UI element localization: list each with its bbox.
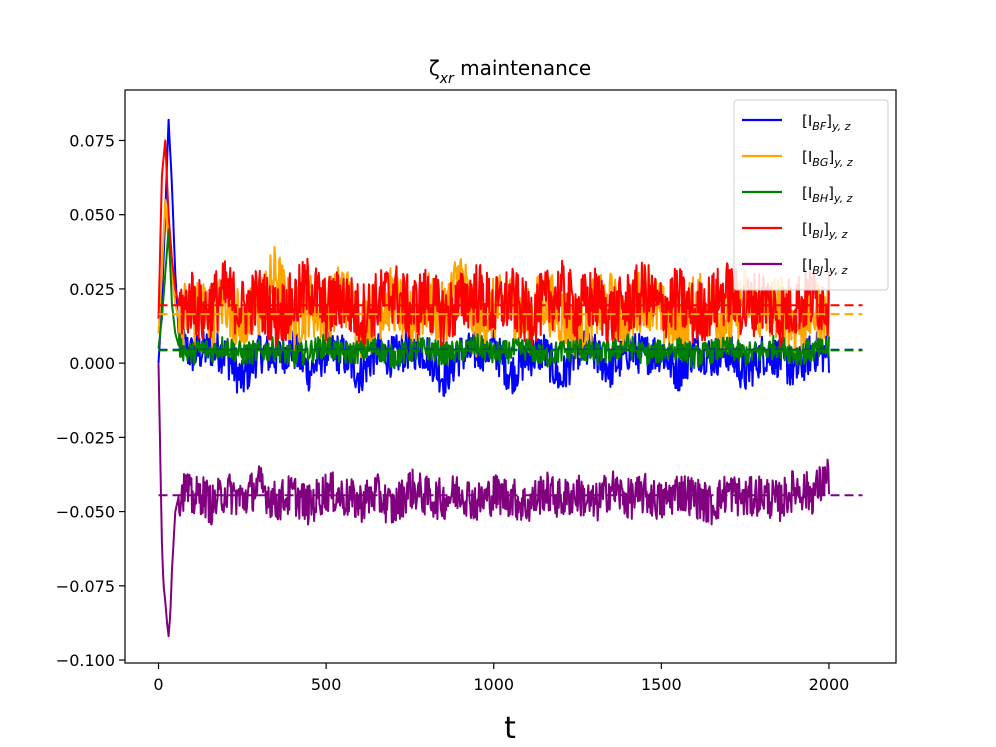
x-tick-label: 1000 [473, 675, 514, 694]
series-line-bi [157, 139, 830, 348]
y-tick-label: −0.100 [56, 651, 115, 670]
x-axis: 0 500 1000 1500 2000 [153, 663, 849, 694]
x-tick-label: 2000 [809, 675, 850, 694]
x-tick-label: 500 [311, 675, 342, 694]
series-layer [157, 118, 830, 638]
x-axis-label: t [504, 711, 516, 746]
legend-label-bf: [IBF]y, z [802, 112, 851, 133]
x-tick-label: 1500 [641, 675, 682, 694]
y-axis: −0.100 −0.075 −0.050 −0.025 0.000 0.025 0.050 0… [56, 131, 125, 670]
y-tick-label: 0.025 [69, 280, 115, 299]
mean-lines [158, 304, 863, 497]
series-line-bh [157, 228, 830, 370]
y-tick-label: −0.050 [56, 503, 115, 522]
legend-label-bg: [IBG]y, z [802, 148, 853, 169]
legend-label-bi: [IBI]y, z [802, 220, 848, 241]
legend-label-bh: [IBH]y, z [802, 184, 853, 205]
y-tick-label: 0.000 [69, 354, 115, 373]
x-tick-label: 0 [153, 675, 163, 694]
y-tick-label: 0.075 [69, 131, 115, 150]
y-tick-label: 0.050 [69, 206, 115, 225]
y-tick-label: −0.025 [56, 428, 115, 447]
legend-box [733, 99, 889, 291]
y-tick-label: −0.075 [56, 577, 115, 596]
plot-frame [124, 89, 897, 664]
chart-title: ζxr maintenance [429, 56, 591, 87]
legend: [IBF]y, z [IBG]y, z [IBH]y, z [IBI]y, z [IBJ… [733, 99, 889, 291]
title-subscript: xr [439, 71, 455, 87]
legend-label-bj: [IBJ]y, z [802, 256, 848, 277]
title-zeta: ζ [429, 56, 440, 80]
series-line-bj [157, 363, 830, 638]
title-rest: maintenance [454, 56, 591, 80]
